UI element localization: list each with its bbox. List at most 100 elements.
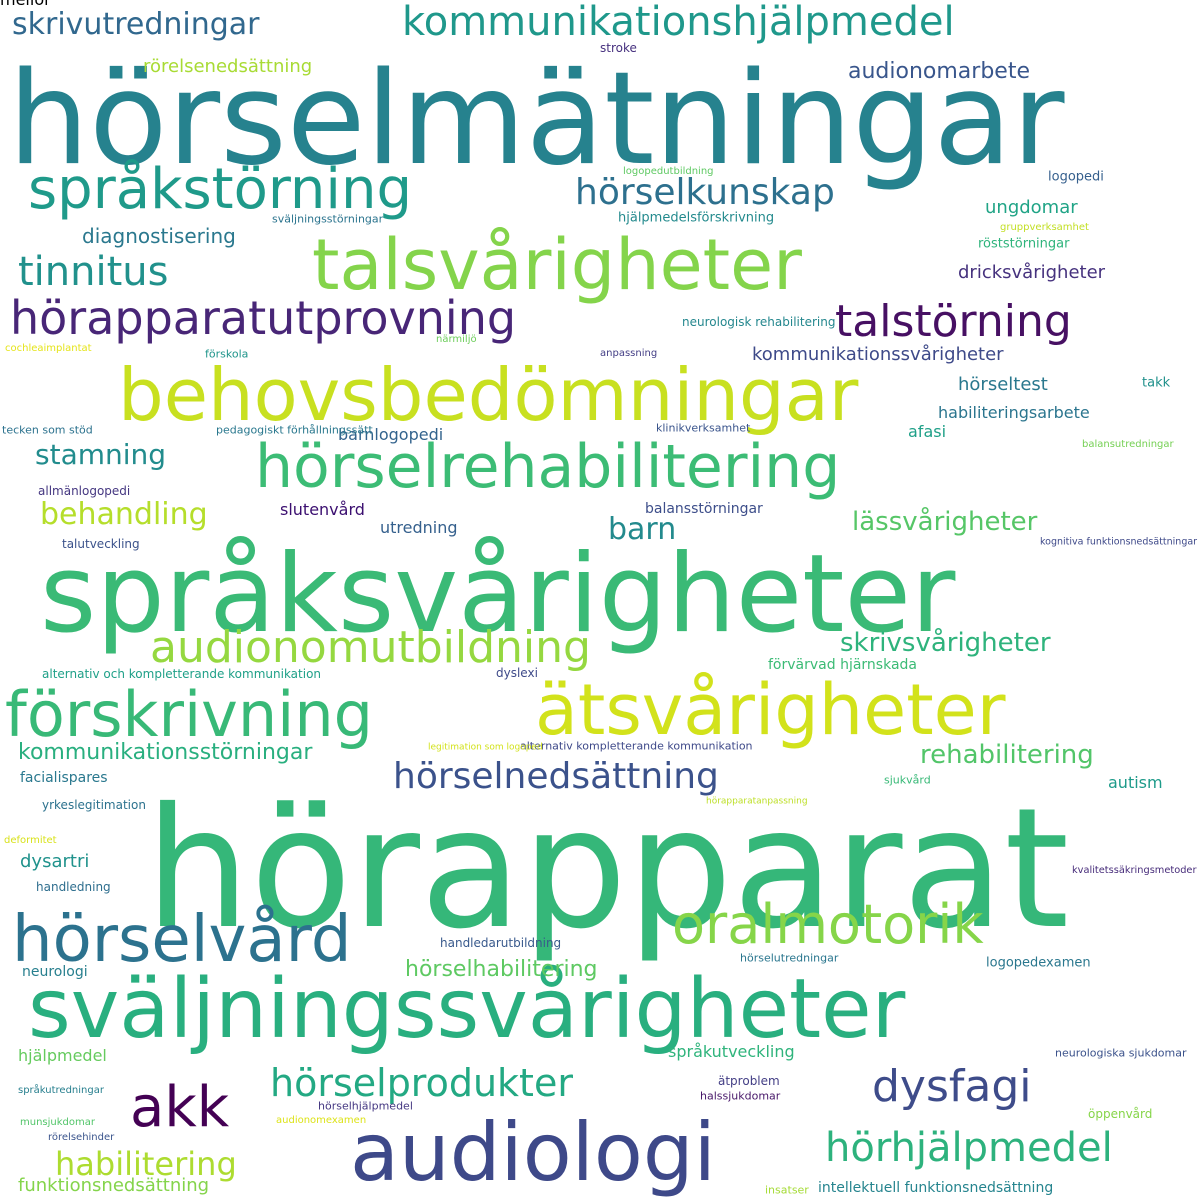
word: lässvårigheter — [852, 507, 1038, 537]
word: förskrivning — [5, 678, 374, 751]
word: språkstörning — [28, 157, 413, 222]
word: hörselmätningar — [8, 45, 1065, 194]
word: stamning — [35, 438, 167, 471]
word: barn — [608, 512, 677, 547]
word: talstörning — [835, 296, 1072, 347]
word: röststörningar — [978, 236, 1070, 252]
word: pedagogiskt förhållningssätt — [216, 423, 373, 437]
word: kommunikationsstörningar — [18, 740, 313, 765]
word: audionomarbete — [848, 59, 1030, 84]
word: logopedexamen — [986, 955, 1091, 971]
word: takk — [1142, 375, 1171, 391]
word: hörapparat — [145, 773, 1070, 966]
word: ätproblem — [718, 1074, 780, 1088]
word: hjälpmedelsförskrivning — [618, 210, 775, 226]
word: audiologi — [350, 1106, 716, 1199]
word: facialispares — [20, 770, 108, 786]
word: deformitet — [4, 835, 57, 846]
word: sjukvård — [884, 773, 931, 787]
word: neurologiska sjukdomar — [1055, 1046, 1187, 1060]
word: audionomutbildning — [150, 622, 591, 673]
word: sväljningssvårigheter — [28, 962, 906, 1057]
word: hörselprodukter — [270, 1061, 573, 1105]
word: utredning — [380, 518, 458, 537]
word: språksvårigheter — [40, 532, 956, 657]
word: neurologisk rehabilitering — [682, 315, 836, 329]
word: alternativ kompletterande kommunikation — [520, 739, 753, 753]
word: melior — [0, 0, 51, 8]
word: halssjukdomar — [700, 1089, 781, 1103]
word: ungdomar — [985, 197, 1078, 218]
word: legitimation som logoped — [428, 742, 543, 753]
word: hörselvård — [12, 903, 352, 977]
word: klinikverksamhet — [656, 421, 751, 435]
word: talutveckling — [62, 537, 140, 551]
word: hjälpmedel — [18, 1046, 107, 1065]
word: barnlogopedi — [338, 425, 444, 444]
word: dysartri — [20, 851, 90, 872]
word: förvärvad hjärnskada — [768, 657, 917, 673]
word: slutenvård — [280, 500, 365, 519]
word: oralmotorik — [672, 893, 984, 956]
word: rörelsenedsättning — [143, 56, 313, 77]
word: munsjukdomar — [20, 1117, 95, 1128]
word: rehabilitering — [920, 740, 1094, 770]
word: kvalitetssäkringsmetoder — [1072, 865, 1197, 877]
word: afasi — [908, 422, 947, 441]
word: audionomexamen — [276, 1115, 367, 1126]
word: sväljningsstörningar — [272, 212, 384, 226]
word: logopedi — [1048, 169, 1104, 185]
word: hörseltest — [958, 374, 1048, 395]
word: hörselrehabilitering — [255, 432, 841, 502]
word: balansstörningar — [645, 501, 763, 517]
word: kommunikationshjälpmedel — [402, 0, 955, 45]
word: språkutveckling — [668, 1042, 795, 1061]
word: yrkeslegitimation — [42, 798, 146, 812]
word: närmiljö — [436, 334, 477, 345]
word: skrivsvårigheter — [840, 628, 1051, 658]
word: diagnostisering — [82, 224, 236, 248]
word: habilitering — [55, 1145, 237, 1183]
word: språkutredningar — [18, 1085, 104, 1096]
word: hörapparatanpassning — [706, 796, 808, 807]
word: autism — [1108, 773, 1163, 792]
word: behovsbedömningar — [118, 353, 859, 437]
word: hörselhabilitering — [405, 957, 598, 982]
word: hörapparatutprovning — [10, 291, 517, 345]
word: handledning — [36, 880, 111, 894]
word: anpassning — [600, 348, 658, 359]
word: behandling — [40, 497, 208, 532]
word: akk — [130, 1075, 230, 1140]
word: stroke — [600, 41, 637, 55]
word: talsvårigheter — [312, 224, 802, 306]
word: hörselkunskap — [575, 172, 835, 213]
word: alternativ och kompletterande kommunikat… — [42, 667, 322, 681]
word: hörhjälpmedel — [825, 1125, 1113, 1171]
word: tinnitus — [18, 249, 169, 295]
word: insatser — [765, 1183, 809, 1197]
word: hörselnedsättning — [393, 756, 719, 797]
word: kognitiva funktionsnedsättningar — [1040, 536, 1198, 548]
word: gruppverksamhet — [1000, 222, 1089, 233]
word: öppenvård — [1088, 1107, 1153, 1121]
word: hörselutredningar — [740, 951, 839, 965]
word: ätsvårigheter — [535, 669, 1006, 751]
word: kommunikationssvårigheter — [752, 344, 1004, 365]
word: handledarutbildning — [440, 936, 562, 950]
word: dysfagi — [872, 1061, 1032, 1112]
word: tecken som stöd — [2, 423, 93, 437]
word: logopedutbildning — [623, 166, 714, 177]
word: neurologi — [22, 964, 88, 980]
word: balansutredningar — [1082, 439, 1174, 450]
word: dyslexi — [496, 666, 538, 680]
word: funktionsnedsättning — [18, 1175, 210, 1196]
word: rörelsehinder — [48, 1132, 115, 1143]
word: allmänlogopedi — [38, 484, 131, 498]
word: dricksvårigheter — [958, 262, 1106, 283]
word: habiliteringsarbete — [938, 403, 1090, 422]
word: intellektuell funktionsnedsättning — [818, 1180, 1054, 1196]
word: cochleaimplantat — [5, 343, 92, 354]
word: förskola — [205, 347, 249, 361]
word: hörselhjälpmedel — [318, 1099, 413, 1113]
